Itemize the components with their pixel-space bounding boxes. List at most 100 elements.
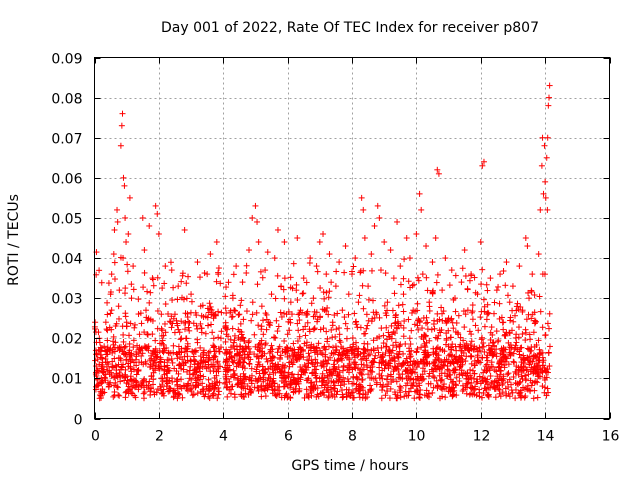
data-point (207, 251, 214, 258)
data-point (374, 202, 381, 209)
data-point-cloud (143, 344, 150, 351)
data-point-cloud (421, 368, 428, 375)
data-point-cloud (278, 313, 285, 320)
data-point-cloud (449, 379, 456, 386)
data-point-cloud (264, 249, 271, 256)
data-point-cloud (273, 393, 280, 400)
data-point-cloud (287, 284, 294, 291)
data-point (352, 255, 359, 262)
data-point (194, 259, 201, 266)
data-point-cloud (317, 285, 324, 292)
data-point-cloud (116, 392, 123, 399)
data-point (538, 162, 545, 169)
data-point-cloud (290, 340, 297, 347)
data-point (213, 239, 220, 246)
data-point-cloud (523, 376, 530, 383)
data-point-cloud (401, 256, 408, 263)
data-point-cloud (184, 387, 191, 394)
data-point-cloud (358, 361, 365, 368)
data-point-cloud (499, 389, 506, 396)
data-point (539, 134, 546, 141)
data-point-cloud (167, 259, 174, 266)
data-point (435, 170, 442, 177)
data-point-cloud (349, 394, 356, 401)
data-point-cloud (248, 377, 255, 384)
data-point-cloud (368, 318, 375, 325)
data-point-cloud (222, 368, 229, 375)
data-point-cloud (336, 325, 343, 332)
data-point-cloud (223, 357, 230, 364)
data-point (448, 267, 455, 274)
data-point-cloud (450, 367, 457, 374)
data-point-cloud (301, 362, 308, 369)
data-point-cloud (532, 353, 539, 360)
data-point-cloud (123, 323, 130, 330)
data-point-cloud (383, 343, 390, 350)
data-point-cloud (205, 393, 212, 400)
data-point-cloud (158, 387, 165, 394)
data-point-cloud (438, 326, 445, 333)
data-point-cloud (344, 354, 351, 361)
data-point-cloud (228, 314, 235, 321)
data-point-cloud (418, 344, 425, 351)
data-point-cloud (246, 374, 253, 381)
data-point-cloud (401, 393, 408, 400)
data-point-cloud (356, 394, 363, 401)
data-point-cloud (459, 387, 466, 394)
data-point-cloud (244, 383, 251, 390)
y-tick-label: 0.04 (51, 252, 82, 268)
data-point-cloud (119, 373, 126, 380)
data-point-cloud (296, 333, 303, 340)
data-point-cloud (397, 394, 404, 401)
data-point-cloud (320, 363, 327, 370)
data-point-cloud (349, 334, 356, 341)
data-point-cloud (147, 364, 154, 371)
data-point-cloud (306, 353, 313, 360)
data-point-cloud (467, 366, 474, 373)
data-point-cloud (380, 357, 387, 364)
data-point-cloud (179, 270, 186, 277)
data-point-cloud (215, 391, 222, 398)
data-point-cloud (206, 395, 213, 402)
data-point-cloud (169, 297, 176, 304)
data-point (358, 194, 365, 201)
data-point-cloud (185, 273, 192, 280)
data-point-cloud (400, 333, 407, 340)
data-point-cloud (488, 359, 495, 366)
data-point-cloud (152, 353, 159, 360)
data-point-cloud (165, 310, 172, 317)
data-point (542, 194, 549, 201)
data-point-cloud (189, 371, 196, 378)
data-point-cloud (469, 384, 476, 391)
data-point-cloud (436, 372, 443, 379)
data-point-cloud (265, 365, 272, 372)
data-point (332, 283, 339, 290)
data-point-cloud (115, 354, 122, 361)
data-point-cloud (191, 361, 198, 368)
data-point (384, 299, 391, 306)
data-point-cloud (177, 336, 184, 343)
data-point-cloud (229, 383, 236, 390)
data-point-cloud (462, 384, 469, 391)
data-point-cloud (513, 307, 520, 314)
data-point-cloud (436, 395, 443, 402)
data-point-cloud (192, 366, 199, 373)
data-point-cloud (210, 335, 217, 342)
data-point-cloud (243, 262, 250, 269)
data-point-cloud (471, 274, 478, 281)
data-point-cloud (424, 287, 431, 294)
data-point-cloud (382, 310, 389, 317)
data-point-cloud (111, 259, 118, 266)
data-point-cloud (490, 310, 497, 317)
data-point-cloud (423, 339, 430, 346)
data-point-cloud (412, 369, 419, 376)
data-point-cloud (300, 348, 307, 355)
data-point-cloud (175, 370, 182, 377)
data-point-cloud (393, 311, 400, 318)
data-point-cloud (353, 321, 360, 328)
data-point-cloud (476, 344, 483, 351)
data-point-cloud (208, 361, 215, 368)
data-point-cloud (174, 322, 181, 329)
data-point-cloud (502, 282, 509, 289)
data-point-cloud (186, 367, 193, 374)
